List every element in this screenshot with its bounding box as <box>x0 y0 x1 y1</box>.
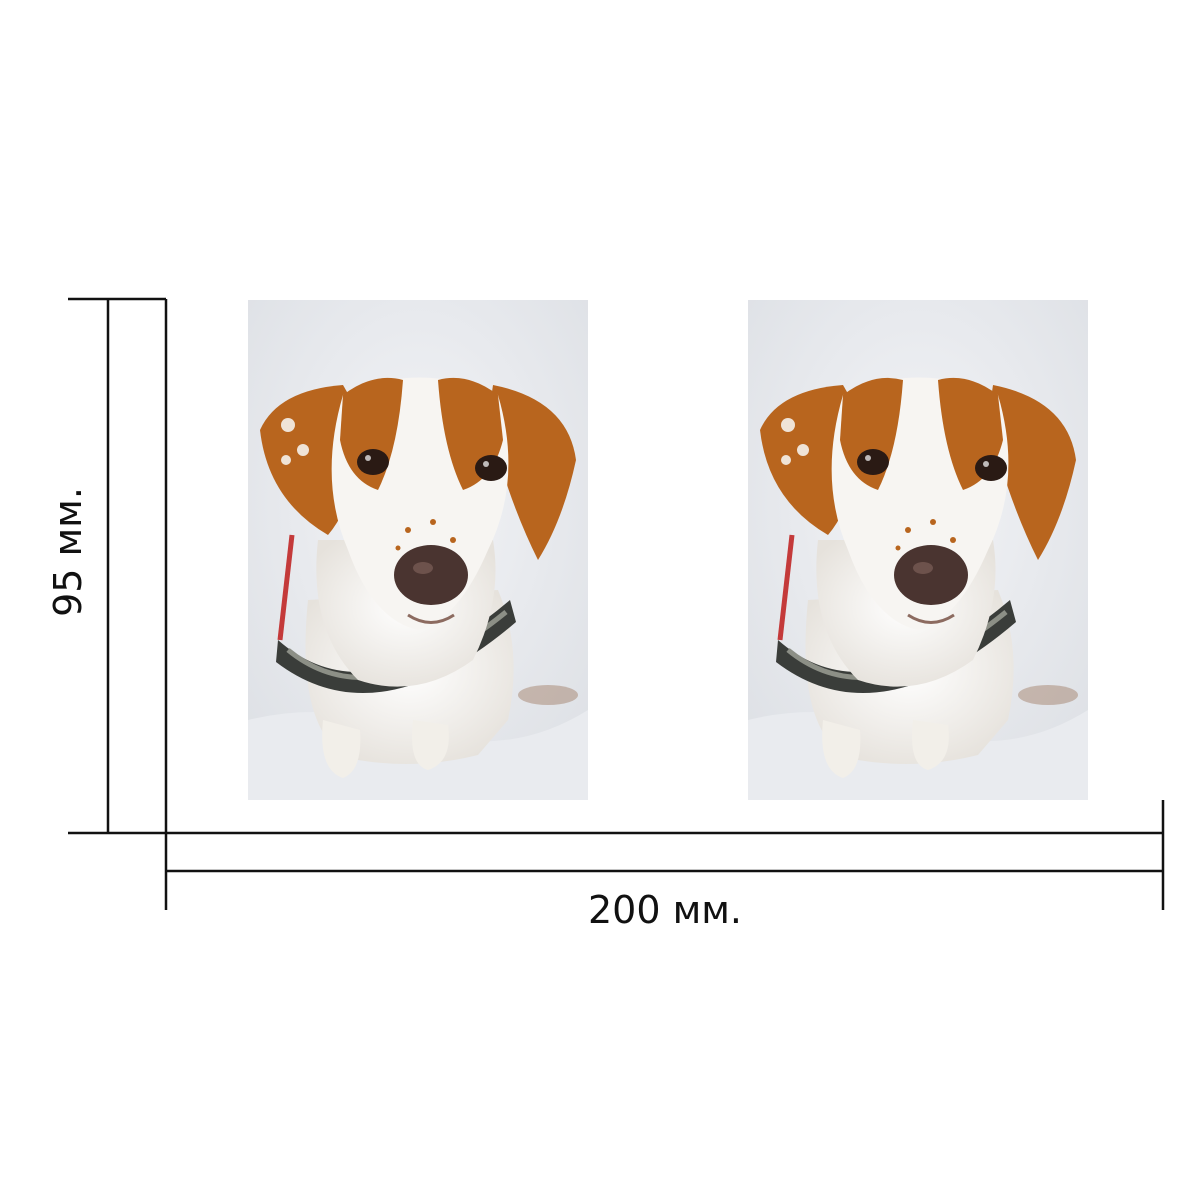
width-dimension-label: 200 мм. <box>587 888 743 932</box>
height-dimension-label: 95 мм. <box>46 487 90 617</box>
dog-in-snow-image <box>748 300 1088 800</box>
dog-in-snow-image <box>248 300 588 800</box>
dog-photo-right <box>748 300 1088 800</box>
dog-photo-left <box>248 300 588 800</box>
